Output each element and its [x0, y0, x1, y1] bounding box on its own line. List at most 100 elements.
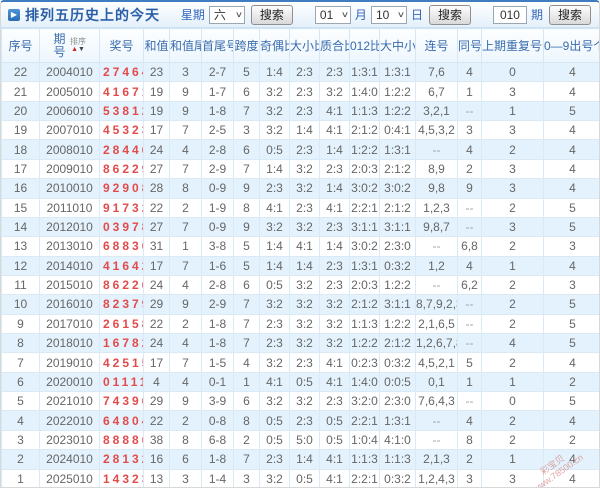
- cell-same: 4: [457, 61, 482, 83]
- cell-012-ratio: 1:3:1: [349, 61, 380, 83]
- cell-span: 5: [233, 61, 260, 83]
- cell-same: 1: [457, 81, 482, 102]
- cell-seq: 11: [1, 274, 40, 296]
- cell-span: 9: [233, 178, 260, 199]
- history-table: 序号 期号 排序 ▲▼ 奖号 和值 和值尾 首尾号: [1, 28, 599, 487]
- cell-consecutive: 1,2: [415, 255, 458, 276]
- cell-sum-tail: 7: [169, 158, 202, 180]
- cell-span: 7: [233, 100, 260, 122]
- table-body: 222004010274642332-751:42:32:31:3:11:3:1…: [1, 61, 599, 487]
- issue-input[interactable]: [492, 5, 527, 24]
- cell-prime-composite-ratio: 2:3: [319, 255, 350, 276]
- cell-consecutive: 6,7: [415, 81, 458, 102]
- issue-column-label: 期号: [53, 31, 66, 59]
- cell-odd-even-ratio: 0:5: [259, 429, 290, 451]
- cell-digit-count: 4: [543, 255, 599, 276]
- cell-big-mid-small-ratio: 0:3:2: [379, 255, 416, 276]
- cell-issue: 2006010: [39, 100, 100, 122]
- cell-first-last: 1-4: [201, 468, 234, 487]
- col-header-first-last: 首尾号: [201, 28, 234, 63]
- cell-span: 5: [233, 255, 260, 276]
- cell-issue: 2020010: [39, 371, 100, 393]
- cell-same: 6,2: [457, 274, 482, 296]
- sort-label: 排序: [70, 36, 86, 46]
- cell-big-small-ratio: 3:2: [289, 178, 320, 199]
- cell-consecutive: 8,9: [415, 158, 458, 180]
- table-row: 192007010453231772-533:21:44:12:1:20:4:1…: [1, 120, 599, 141]
- table-row: 82018010167822441-872:33:23:21:2:22:1:21…: [1, 333, 599, 354]
- cell-big-mid-small-ratio: 3:1:1: [379, 216, 416, 238]
- col-header-big-small: 大小比: [289, 28, 320, 63]
- cell-012-ratio: 2:2:1: [349, 410, 380, 431]
- cell-big-small-ratio: 0:5: [289, 371, 320, 393]
- cell-first-last: 2-8: [201, 274, 234, 296]
- cell-sum-tail: 3: [169, 468, 202, 487]
- cell-digit-count: 3: [543, 274, 599, 296]
- cell-odd-even-ratio: 2:3: [259, 449, 290, 470]
- col-header-sum-tail: 和值尾: [169, 28, 202, 63]
- sort-control[interactable]: 排序 ▲▼: [70, 36, 86, 54]
- cell-big-mid-small-ratio: 3:0:2: [379, 178, 416, 199]
- cell-prev-repeat-count: 2: [481, 274, 544, 296]
- cell-prime-composite-ratio: 2:3: [319, 216, 350, 238]
- cell-seq: 3: [1, 429, 40, 451]
- cell-sum: 22: [143, 197, 170, 218]
- cell-sum-tail: 1: [169, 236, 202, 257]
- table-row: 112015010862262442-860:53:22:32:0:31:2:2…: [1, 274, 599, 296]
- cell-big-mid-small-ratio: 1:2:2: [379, 81, 416, 102]
- cell-big-mid-small-ratio: 1:1:3: [379, 449, 416, 470]
- date-search-button[interactable]: 搜索: [428, 4, 471, 25]
- cell-prev-repeat-count: 3: [481, 81, 544, 102]
- cell-big-mid-small-ratio: 1:2:2: [379, 100, 416, 122]
- cell-big-small-ratio: 2:3: [289, 139, 320, 160]
- cell-issue: 2019010: [39, 352, 100, 373]
- cell-prize: 68836: [99, 236, 144, 257]
- week-select[interactable]: 六 ∨: [208, 5, 245, 24]
- cell-sum-tail: 7: [169, 120, 202, 141]
- cell-big-small-ratio: 2:3: [289, 410, 320, 431]
- cell-012-ratio: 2:0:3: [349, 158, 380, 180]
- week-search-button[interactable]: 搜索: [250, 4, 293, 25]
- cell-span: 7: [233, 333, 260, 354]
- cell-sum: 17: [143, 352, 170, 373]
- issue-search-button[interactable]: 搜索: [548, 4, 591, 25]
- cell-digit-count: 5: [543, 313, 599, 335]
- col-header-big-mid-small: 大中小比: [379, 28, 416, 63]
- cell-first-last: 0-1: [201, 371, 234, 393]
- cell-same: 4: [457, 410, 482, 431]
- cell-digit-count: 5: [543, 333, 599, 354]
- cell-span: 6: [233, 391, 260, 412]
- cell-big-mid-small-ratio: 2:3:0: [379, 236, 416, 257]
- cell-same: 9: [457, 178, 482, 199]
- cell-first-last: 6-8: [201, 429, 234, 451]
- cell-first-last: 2-9: [201, 294, 234, 315]
- cell-span: 6: [233, 274, 260, 296]
- cell-same: 4: [457, 255, 482, 276]
- cell-same: --: [457, 313, 482, 335]
- cell-big-small-ratio: 2:3: [289, 352, 320, 373]
- cell-sum-tail: 7: [169, 352, 202, 373]
- month-select[interactable]: 01 ∨: [314, 5, 351, 24]
- cell-sum: 22: [143, 313, 170, 335]
- cell-prize: 14323: [99, 468, 144, 487]
- cell-prev-repeat-count: 1: [481, 449, 544, 470]
- day-select[interactable]: 10 ∨: [370, 5, 407, 24]
- cell-issue: 2024010: [39, 449, 100, 470]
- cell-012-ratio: 3:0:2: [349, 178, 380, 199]
- cell-big-mid-small-ratio: 1:3:1: [379, 410, 416, 431]
- cell-seq: 13: [1, 236, 40, 257]
- title-arrow-icon: ▶: [8, 8, 20, 21]
- cell-seq: 5: [1, 391, 40, 412]
- sort-asc-icon[interactable]: ▲: [71, 45, 78, 53]
- sort-desc-icon[interactable]: ▼: [78, 45, 85, 53]
- cell-prize: 45323: [99, 120, 144, 141]
- col-header-issue: 期号 排序 ▲▼: [39, 28, 100, 63]
- cell-sum: 24: [143, 333, 170, 354]
- cell-digit-count: 5: [543, 100, 599, 122]
- cell-012-ratio: 1:4:0: [349, 371, 380, 393]
- cell-prize: 88886: [99, 429, 144, 451]
- cell-digit-count: 3: [543, 236, 599, 257]
- table-row: 172009010862292772-971:43:22:32:0:32:1:2…: [1, 158, 599, 180]
- cell-digit-count: 4: [543, 178, 599, 199]
